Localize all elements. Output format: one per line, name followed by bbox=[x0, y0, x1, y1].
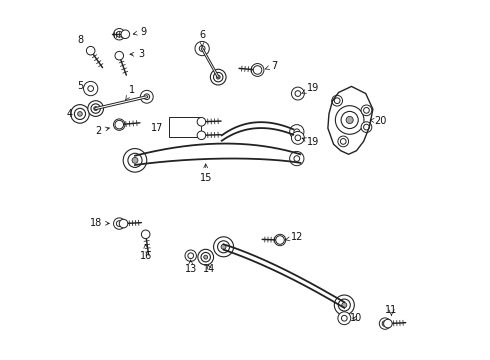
Circle shape bbox=[86, 46, 95, 55]
Circle shape bbox=[119, 219, 128, 228]
Circle shape bbox=[338, 299, 350, 311]
Circle shape bbox=[338, 312, 351, 325]
Circle shape bbox=[88, 101, 103, 116]
Circle shape bbox=[216, 75, 220, 79]
Text: 5: 5 bbox=[77, 81, 83, 91]
Circle shape bbox=[214, 237, 234, 257]
Circle shape bbox=[214, 72, 223, 82]
Circle shape bbox=[114, 218, 125, 229]
Text: 20: 20 bbox=[370, 116, 386, 126]
Text: 18: 18 bbox=[90, 218, 109, 228]
Circle shape bbox=[332, 95, 343, 106]
Text: 7: 7 bbox=[266, 61, 277, 71]
Circle shape bbox=[91, 104, 100, 113]
Circle shape bbox=[338, 136, 348, 147]
Circle shape bbox=[197, 117, 206, 126]
Circle shape bbox=[361, 122, 372, 132]
Circle shape bbox=[198, 249, 214, 265]
Text: 13: 13 bbox=[185, 260, 197, 274]
Text: 8: 8 bbox=[77, 35, 84, 45]
Text: 1: 1 bbox=[125, 85, 136, 100]
Circle shape bbox=[334, 295, 354, 315]
Circle shape bbox=[384, 319, 392, 328]
Circle shape bbox=[123, 149, 147, 172]
Text: 2: 2 bbox=[96, 126, 109, 136]
Circle shape bbox=[290, 152, 304, 166]
Circle shape bbox=[361, 105, 372, 116]
Circle shape bbox=[114, 119, 125, 130]
Text: 17: 17 bbox=[151, 123, 164, 133]
Text: 3: 3 bbox=[130, 49, 145, 59]
Circle shape bbox=[71, 105, 89, 123]
Circle shape bbox=[218, 241, 230, 253]
Circle shape bbox=[142, 230, 150, 239]
Circle shape bbox=[253, 66, 262, 74]
Circle shape bbox=[379, 318, 391, 329]
Text: 19: 19 bbox=[302, 138, 319, 148]
Text: 6: 6 bbox=[199, 30, 205, 46]
Circle shape bbox=[77, 112, 82, 116]
Circle shape bbox=[210, 69, 226, 85]
Text: 10: 10 bbox=[350, 313, 363, 323]
Text: 19: 19 bbox=[301, 83, 319, 94]
Text: 12: 12 bbox=[285, 232, 303, 242]
Circle shape bbox=[201, 252, 210, 262]
Circle shape bbox=[140, 90, 153, 103]
Circle shape bbox=[83, 81, 98, 96]
Circle shape bbox=[346, 116, 353, 123]
Circle shape bbox=[342, 302, 347, 307]
Circle shape bbox=[204, 255, 208, 259]
Text: 16: 16 bbox=[140, 244, 152, 261]
Circle shape bbox=[185, 250, 196, 261]
Circle shape bbox=[335, 106, 364, 134]
Circle shape bbox=[94, 107, 98, 111]
Text: 15: 15 bbox=[199, 164, 212, 183]
Circle shape bbox=[197, 131, 206, 140]
Circle shape bbox=[132, 157, 138, 163]
Circle shape bbox=[115, 51, 123, 60]
Text: 9: 9 bbox=[133, 27, 146, 37]
Text: 4: 4 bbox=[67, 109, 73, 119]
Circle shape bbox=[274, 234, 286, 246]
Circle shape bbox=[290, 125, 304, 139]
Circle shape bbox=[276, 236, 284, 244]
Circle shape bbox=[292, 87, 304, 100]
Circle shape bbox=[341, 111, 358, 129]
Circle shape bbox=[114, 28, 125, 40]
Circle shape bbox=[195, 41, 209, 56]
Text: 11: 11 bbox=[385, 305, 397, 315]
Circle shape bbox=[292, 131, 304, 144]
Circle shape bbox=[251, 64, 264, 76]
Circle shape bbox=[115, 120, 123, 129]
Circle shape bbox=[74, 108, 86, 120]
Bar bbox=[169, 117, 201, 137]
Text: 14: 14 bbox=[203, 264, 216, 274]
Circle shape bbox=[128, 153, 142, 167]
Circle shape bbox=[121, 30, 130, 39]
Circle shape bbox=[221, 244, 226, 249]
